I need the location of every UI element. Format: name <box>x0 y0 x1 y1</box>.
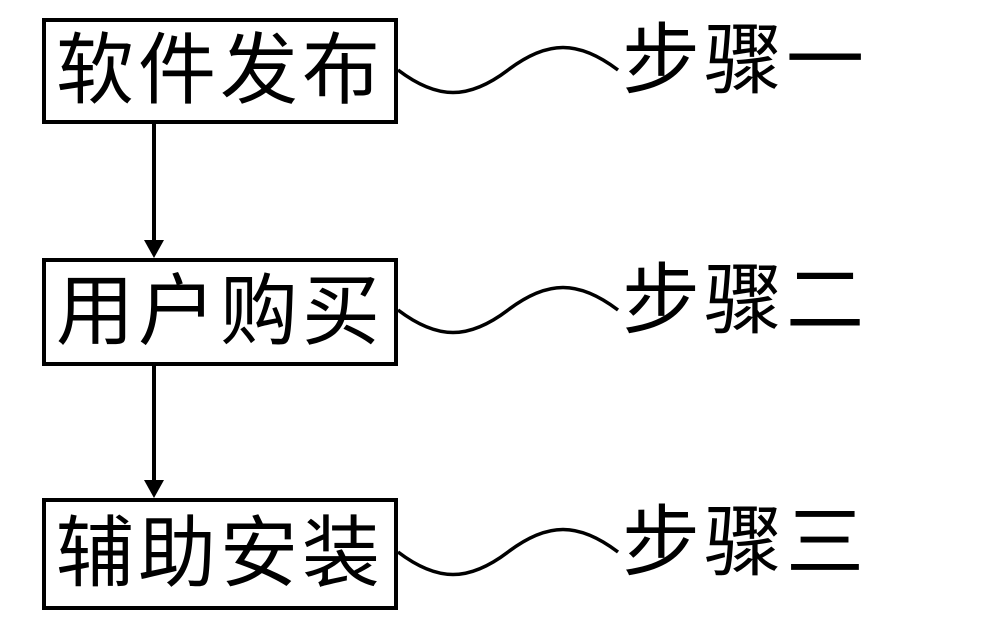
flow-node-step-3: 辅助安装 <box>42 498 398 610</box>
flow-node-text: 软件发布 <box>56 32 384 110</box>
step-label-3: 步骤三 <box>622 504 868 582</box>
arrow-head-icon <box>144 480 164 498</box>
step-label-text: 步骤二 <box>622 257 868 344</box>
step-label-2: 步骤二 <box>622 262 868 340</box>
arrow-head-icon <box>144 240 164 258</box>
flow-node-text: 用户购买 <box>56 273 384 351</box>
step-label-text: 步骤一 <box>622 17 868 104</box>
step-label-text: 步骤三 <box>622 499 868 586</box>
flow-node-text: 辅助安装 <box>56 515 384 593</box>
step-label-1: 步骤一 <box>622 22 868 100</box>
wavy-connector <box>398 288 618 333</box>
wavy-connector <box>398 530 618 575</box>
wavy-connector <box>398 48 618 93</box>
flow-node-step-1: 软件发布 <box>42 18 398 124</box>
flow-node-step-2: 用户购买 <box>42 258 398 366</box>
diagram-canvas: 软件发布 用户购买 辅助安装 步骤一 步骤二 步骤三 <box>0 0 1000 637</box>
